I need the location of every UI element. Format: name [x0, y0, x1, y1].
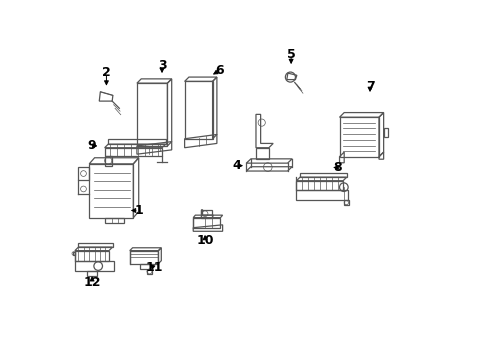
Text: 11: 11 — [145, 261, 163, 274]
Text: 1: 1 — [134, 204, 143, 217]
Text: 5: 5 — [286, 48, 295, 61]
Text: 6: 6 — [215, 64, 223, 77]
Text: 9: 9 — [88, 139, 96, 152]
Text: 12: 12 — [83, 276, 101, 289]
Text: 8: 8 — [333, 161, 341, 174]
Text: 10: 10 — [196, 234, 213, 247]
Text: 4: 4 — [232, 159, 241, 172]
Text: 2: 2 — [102, 66, 111, 79]
Text: 3: 3 — [158, 59, 166, 72]
Text: 7: 7 — [365, 80, 374, 93]
